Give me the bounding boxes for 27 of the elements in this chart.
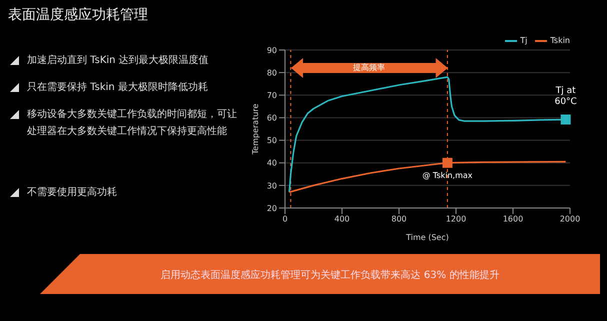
text: 不需要使用更高功耗 xyxy=(27,186,117,200)
text: 表面温度感应功耗管理 xyxy=(8,6,148,24)
y-tick-label: 50 xyxy=(266,136,277,146)
x-tick-label: 400 xyxy=(334,214,350,224)
y-tick-label: 80 xyxy=(266,68,277,78)
x-tick-label: 0 xyxy=(282,214,288,224)
text: 启用动态表面温度感应功耗管理可为关键工作负载带来高达 63% 的性能提升 xyxy=(160,268,500,282)
x-axis-title: Time (Sec) xyxy=(405,233,449,242)
x-tick-label: 800 xyxy=(391,214,407,224)
annotation: @ Tskin,max xyxy=(421,170,474,180)
text: 只在需要保持 Tskin 最大极限时降低功耗 xyxy=(27,80,208,95)
y-axis-title: Temperature xyxy=(250,104,260,156)
x-tick-label: 1200 xyxy=(446,214,466,224)
x-tick-label: 1600 xyxy=(502,214,524,224)
annotation: 提高频率 xyxy=(352,62,386,74)
y-tick-label: 60 xyxy=(266,114,277,123)
annotation: Tj at 60°C xyxy=(554,86,578,108)
y-tick-label: 40 xyxy=(266,158,277,168)
legend-label: Tskin xyxy=(549,36,570,45)
y-tick-label: 90 xyxy=(266,46,277,55)
y-tick-label: 30 xyxy=(266,181,277,190)
text: 加速启动直到 TsKin 达到最大极限温度值 xyxy=(27,54,209,68)
y-tick-label: 20 xyxy=(266,204,277,213)
text: 移动设备大多数关键工作负载的时间都短，可让处理器在大多数关键工作情况下保持更高性能 xyxy=(27,108,238,139)
legend-label: Tj xyxy=(519,36,528,45)
x-tick-label: 2000 xyxy=(560,214,580,224)
y-tick-label: 70 xyxy=(266,90,277,100)
